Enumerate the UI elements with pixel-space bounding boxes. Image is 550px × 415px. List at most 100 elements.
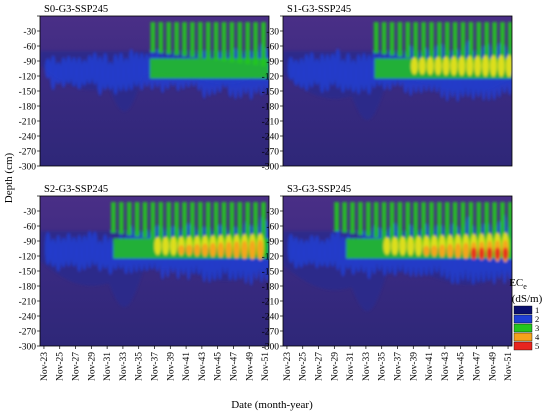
x-tick-label: Nov-23 (40, 352, 50, 381)
y-tick-label: -90 (23, 58, 36, 68)
colorbar-level-label: 1 (535, 305, 539, 315)
seasonal-streak (118, 202, 124, 235)
y-tick-label: -180 (262, 103, 280, 113)
y-tick-label: -90 (23, 238, 36, 248)
seasonal-streak (492, 202, 497, 257)
blue-band-cell (49, 238, 57, 267)
y-tick-label: -210 (262, 298, 280, 308)
x-tick-label: Nov-45 (457, 352, 467, 381)
seasonal-streak (150, 22, 156, 53)
y-tick-label: -90 (266, 238, 279, 248)
colorbar-swatch (513, 323, 533, 333)
y-tick-label: -240 (262, 133, 280, 143)
seasonal-streak (342, 202, 347, 233)
yellow-core (442, 56, 450, 76)
blue-band-cell (319, 239, 326, 267)
y-tick-label: -150 (262, 268, 280, 278)
y-tick-label: -210 (19, 118, 37, 128)
blue-band-cell (292, 59, 300, 86)
blue-band-cell (96, 240, 104, 272)
blue-band-cell (360, 52, 368, 91)
blue-band-cell (339, 235, 347, 277)
x-tick-label: Nov-47 (473, 352, 483, 381)
colorbar-level-label: 5 (535, 341, 539, 351)
yellow-core (489, 55, 497, 77)
blue-band-cell (324, 53, 331, 92)
seasonal-streak (373, 22, 379, 54)
orange-core (209, 242, 217, 258)
x-tick-label: Nov-25 (299, 352, 309, 381)
blue-band-cell (44, 231, 52, 266)
x-tick-label: Nov-27 (315, 352, 325, 381)
panels-layer: S0-G3-SSP245 -30 -60 -90 -120 -150 -180 -210 -24… (19, 4, 515, 381)
x-tick-label: Nov-33 (119, 352, 129, 381)
seasonal-streak (452, 22, 458, 65)
blue-band-cell (339, 59, 347, 93)
y-tick-label: -180 (262, 283, 280, 293)
yellow-core (450, 56, 458, 76)
seasonal-streak (229, 202, 235, 251)
yellow-core (497, 55, 505, 77)
yellow-core (474, 55, 482, 77)
seasonal-streak (261, 22, 266, 67)
panel-title: S2-G3-SSP245 (44, 184, 108, 195)
orange-core (225, 241, 232, 259)
red-core (470, 247, 477, 260)
y-tick-label: -60 (266, 223, 279, 233)
seasonal-streak (476, 202, 482, 254)
seasonal-streak (237, 22, 243, 64)
blue-band-cell (117, 52, 125, 92)
heatmap-panel: S2-G3-SSP245 -30 -60 -90 -120 -150 -180 -210 -24… (19, 184, 272, 381)
blue-band-cell (355, 54, 362, 95)
x-tick-label: Nov-45 (214, 352, 224, 381)
heatmap-panel: S3-G3-SSP245 -30 -60 -90 -120 -150 -180 -210 -24… (262, 184, 515, 381)
yellow-core (466, 55, 474, 77)
y-tick-label: -60 (23, 43, 36, 53)
yellow-core (426, 57, 434, 75)
x-tick-label: Nov-37 (151, 352, 161, 381)
x-tick-label: Nov-33 (362, 352, 372, 381)
colorbar-swatch (513, 314, 533, 324)
seasonal-streak (213, 202, 219, 249)
orange-core (257, 239, 264, 261)
seasonal-streak (126, 202, 132, 236)
y-tick-label: -150 (19, 268, 37, 278)
colorbar-level-label: 4 (535, 332, 540, 342)
seasonal-streak (389, 202, 395, 240)
seasonal-streak (245, 22, 251, 65)
x-tick-label: Nov-35 (135, 352, 145, 381)
x-tick-label: Nov-51 (504, 352, 514, 381)
colorbar-level-label: 2 (535, 314, 539, 324)
blue-band-cell (102, 234, 109, 270)
blue-band-cell (81, 59, 88, 86)
seasonal-streak (476, 22, 482, 68)
seasonal-streak (413, 202, 419, 244)
green-band (149, 58, 269, 79)
blue-band-cell (65, 55, 72, 84)
blue-band-cell (91, 231, 99, 266)
heatmap-panel: S1-G3-SSP245 -30 -60 -90 -120 -150 -180 -210 -24… (262, 4, 513, 173)
blue-band-cell (122, 57, 130, 92)
y-tick-label: -240 (19, 313, 37, 323)
blue-band-cell (319, 53, 326, 94)
y-tick-label: -150 (262, 88, 280, 98)
blue-band-cell (308, 234, 315, 265)
blue-band-cell (70, 236, 78, 267)
y-tick-label: -30 (23, 28, 36, 38)
x-tick-label: Nov-37 (394, 352, 404, 381)
seasonal-streak (437, 202, 442, 248)
seasonal-streak (174, 22, 179, 56)
red-core (478, 247, 485, 260)
seasonal-streak (508, 22, 512, 72)
seasonal-streak (182, 202, 187, 244)
blue-band-cell (287, 56, 295, 81)
y-tick-label: -270 (19, 148, 37, 158)
colorbar-swatch (513, 305, 533, 315)
blue-band-cell (44, 58, 52, 79)
orange-core (201, 243, 209, 257)
y-tick-label: -30 (23, 208, 36, 218)
blue-band-cell (70, 57, 78, 87)
orange-core (193, 244, 201, 256)
y-tick-label: -270 (262, 148, 280, 158)
